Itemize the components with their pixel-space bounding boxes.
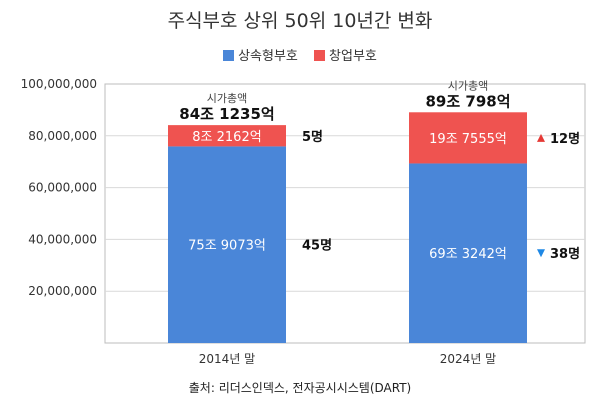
source-note: 출처: 리더스인덱스, 전자공시시스템(DART)	[188, 381, 412, 395]
y-tick-label: 20,000,000	[28, 284, 97, 298]
legend-swatch-self-made	[314, 50, 326, 61]
member-count-label: 45명	[302, 238, 332, 254]
y-tick-label: 80,000,000	[28, 129, 97, 143]
chart-title: 주식부호 상위 50위 10년간 변화	[167, 10, 433, 32]
y-tick-label: 100,000,000	[21, 77, 97, 91]
total-value-label: 84조 1235억	[179, 105, 274, 123]
legend-label-self-made: 창업부호	[329, 49, 377, 64]
bar-segment	[409, 163, 527, 343]
total-value-label: 89조 798억	[425, 92, 510, 110]
legend-label-inherited: 상속형부호	[238, 49, 298, 64]
y-tick-label: 40,000,000	[28, 232, 97, 246]
segment-value-label: 8조 2162억	[192, 130, 261, 145]
x-category-label: 2014년 말	[199, 352, 255, 366]
bar-segment	[409, 112, 527, 164]
x-category-label: 2024년 말	[440, 352, 496, 366]
bar-segment	[168, 125, 286, 147]
segment-value-label: 69조 3242억	[429, 247, 507, 262]
total-caption: 시가총액	[448, 79, 488, 92]
member-count-label: 38명	[550, 246, 580, 262]
legend-item-self-made: 창업부호	[314, 45, 377, 64]
up-arrow-icon	[537, 133, 545, 142]
total-caption: 시가총액	[207, 92, 247, 105]
segment-value-label: 75조 9073억	[188, 239, 266, 254]
plot-frame	[104, 83, 586, 344]
member-count-label: 12명	[550, 131, 580, 147]
legend-item-inherited: 상속형부호	[223, 45, 298, 64]
down-arrow-icon	[537, 249, 545, 258]
bar-segment	[168, 146, 286, 343]
legend: 상속형부호 창업부호	[0, 45, 600, 64]
y-tick-label: 60,000,000	[28, 181, 97, 195]
member-count-label: 5명	[302, 129, 323, 145]
segment-value-label: 19조 7555억	[429, 132, 507, 147]
legend-swatch-inherited	[223, 50, 235, 61]
